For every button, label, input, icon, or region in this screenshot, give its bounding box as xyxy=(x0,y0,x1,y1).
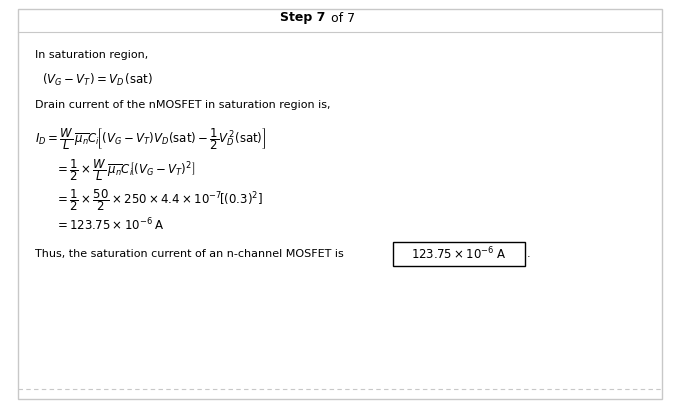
Text: $(V_G - V_T) = V_D\,(\mathrm{sat})$: $(V_G - V_T) = V_D\,(\mathrm{sat})$ xyxy=(42,72,153,88)
Text: .: . xyxy=(527,249,530,259)
Text: $I_D = \dfrac{W}{L}\,\overline{\mu_n} C_i\!\left[\left(V_G - V_T\right)V_D(\math: $I_D = \dfrac{W}{L}\,\overline{\mu_n} C_… xyxy=(35,126,267,152)
Text: In saturation region,: In saturation region, xyxy=(35,50,148,60)
Text: Drain current of the nMOSFET in saturation region is,: Drain current of the nMOSFET in saturati… xyxy=(35,100,330,110)
FancyBboxPatch shape xyxy=(393,242,525,266)
Text: $= \dfrac{1}{2} \times \dfrac{W}{L}\,\overline{\mu_n} C_i\!\left[\left(V_G - V_T: $= \dfrac{1}{2} \times \dfrac{W}{L}\,\ov… xyxy=(55,157,195,183)
Text: $123.75\times10^{-6}\;\mathrm{A}$: $123.75\times10^{-6}\;\mathrm{A}$ xyxy=(411,246,507,262)
Text: of 7: of 7 xyxy=(327,11,355,24)
Text: $= \dfrac{1}{2} \times \dfrac{50}{2} \times 250 \times 4.4 \times 10^{-7}\!\left: $= \dfrac{1}{2} \times \dfrac{50}{2} \ti… xyxy=(55,187,263,213)
Text: $= 123.75 \times 10^{-6}\;\mathrm{A}$: $= 123.75 \times 10^{-6}\;\mathrm{A}$ xyxy=(55,217,165,233)
Text: Thus, the saturation current of an n-channel MOSFET is: Thus, the saturation current of an n-cha… xyxy=(35,249,344,259)
Text: Step 7: Step 7 xyxy=(279,11,325,24)
